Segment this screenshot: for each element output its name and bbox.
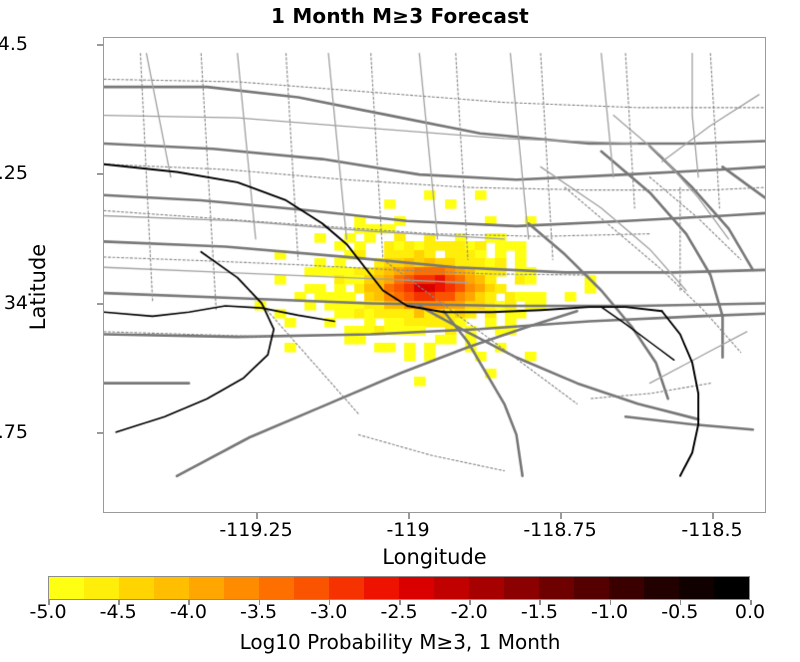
y-tickmark [97,432,103,434]
colorbar-tickmark [258,600,261,605]
colorbar-swatch [504,577,539,599]
colorbar-tick-label: -1.5 [520,601,558,623]
x-axis-title: Longitude [382,545,487,569]
x-axis-tick-label: -119 [386,519,430,541]
colorbar-swatch [84,577,119,599]
colorbar-swatch [329,577,364,599]
colorbar-tick-label: -1.0 [591,601,629,623]
page-title: 1 Month M≥3 Forecast [271,4,529,28]
colorbar-swatch [49,577,84,599]
colorbar-swatch [539,577,574,599]
colorbar-swatch [469,577,504,599]
x-tickmark [712,513,714,519]
colorbar-tickmark [469,600,471,605]
colorbar [48,576,750,600]
colorbar-tickmark [328,600,331,605]
colorbar-tick-label: -3.5 [240,601,278,623]
x-tickmark [560,513,562,519]
x-axis-tick-label: -118.75 [523,519,597,541]
colorbar-tickmark [750,600,752,605]
x-axis-tick-label: -118.5 [681,519,743,541]
colorbar-tick-label: -2.0 [450,601,488,623]
colorbar-swatch [679,577,714,599]
colorbar-swatch [364,577,399,599]
colorbar-swatch [644,577,679,599]
colorbar-tick-label: -3.0 [310,601,348,623]
colorbar-tickmark [118,600,120,605]
colorbar-swatch [609,577,644,599]
colorbar-swatch [714,577,749,599]
colorbar-tickmark [539,600,541,605]
colorbar-swatch [189,577,224,599]
y-tickmark [97,303,103,305]
colorbar-tick-label: -4.5 [99,601,137,623]
colorbar-tick-label: -4.0 [169,601,207,623]
colorbar-tick-label: -2.5 [380,601,418,623]
y-tickmark [97,44,103,46]
x-tickmark [256,513,258,519]
colorbar-title: Log10 Probability M≥3, 1 Month [239,630,561,654]
colorbar-swatch [119,577,154,599]
colorbar-tick-label: 0.0 [734,601,766,623]
colorbar-tickmark [399,600,401,605]
probability-heatmap-canvas [104,38,765,512]
colorbar-gradient [48,576,750,600]
map-plot-area [103,37,766,513]
colorbar-swatch [434,577,469,599]
colorbar-swatch [574,577,609,599]
x-axis-tick-label: -119.25 [219,519,293,541]
y-tickmark [97,173,103,175]
colorbar-tickmark [679,600,682,605]
colorbar-tickmark [188,600,190,605]
colorbar-tick-label: -5.0 [29,601,67,623]
colorbar-swatch [399,577,434,599]
colorbar-swatch [259,577,294,599]
colorbar-swatch [154,577,189,599]
colorbar-tick-label: -0.5 [661,601,699,623]
colorbar-tickmark [609,600,612,605]
y-axis-title: Latitude [26,243,50,331]
x-tickmark [408,513,410,519]
colorbar-swatch [294,577,329,599]
colorbar-tickmark [48,600,50,605]
colorbar-swatch [224,577,259,599]
